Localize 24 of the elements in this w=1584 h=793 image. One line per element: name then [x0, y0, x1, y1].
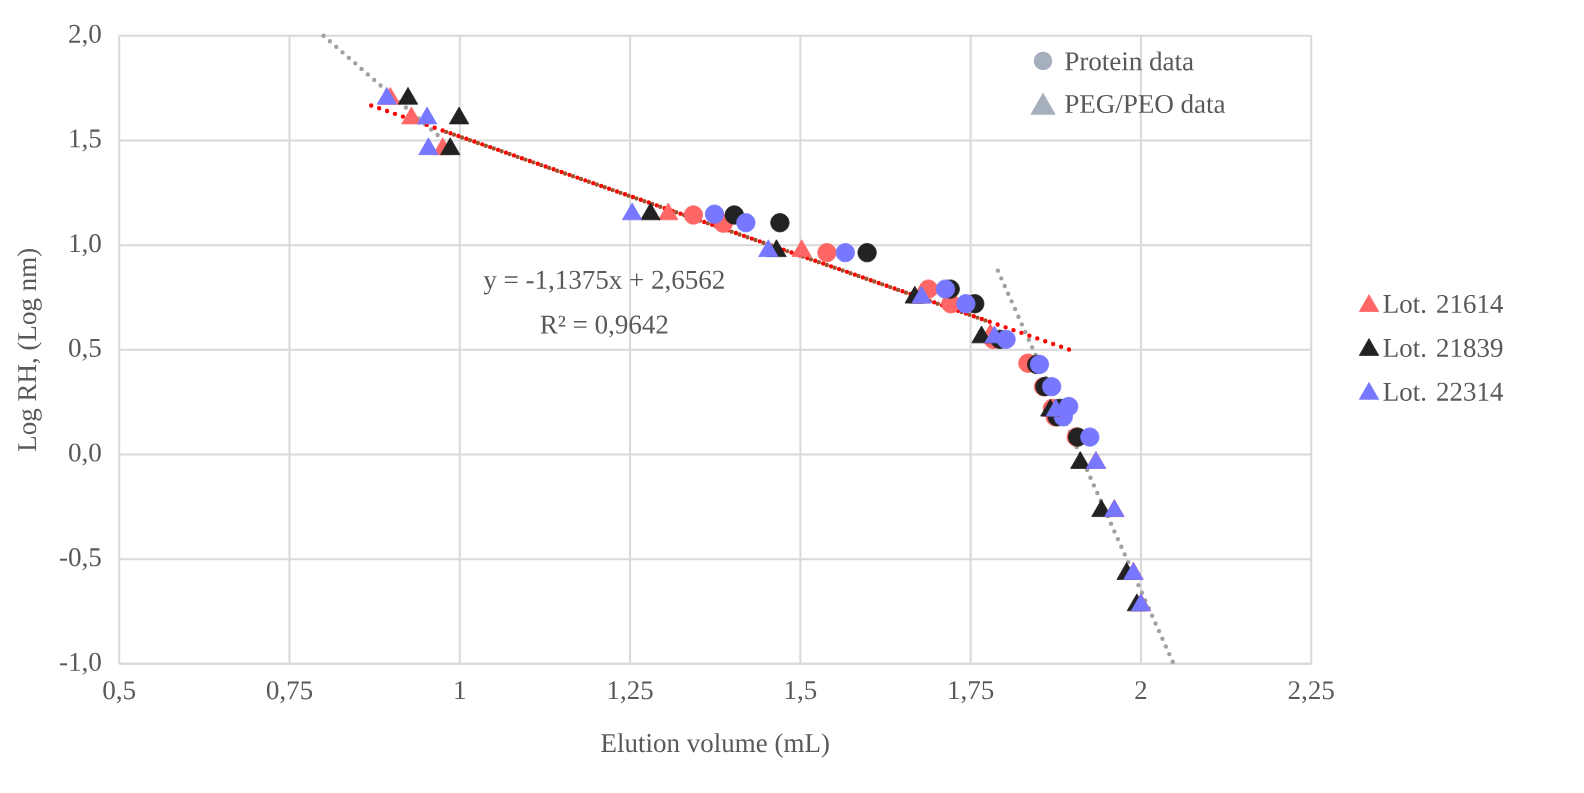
y-tick-label: -1,0 — [60, 652, 101, 675]
x-tick-label: 2,25 — [1288, 681, 1334, 704]
x-tick-label: 1,5 — [785, 681, 817, 704]
annotation: PEG/PEO data — [1065, 94, 1226, 114]
y-tick-label: 1,0 — [70, 234, 101, 257]
legend-label: Lot. 22314 — [1383, 382, 1504, 402]
x-tick-label: 2 — [1135, 681, 1147, 700]
x-tick-label: 1,75 — [949, 681, 994, 704]
x-axis-title: Elution volume (mL) — [601, 733, 829, 758]
y-tick-label: 0,5 — [69, 338, 101, 361]
y-tick-label: 1,5 — [70, 129, 101, 152]
x-tick-label: 1 — [455, 681, 465, 700]
y-tick-label: -0,5 — [60, 548, 101, 571]
y-tick-label: 2,0 — [69, 24, 101, 47]
x-tick-label: 0,75 — [266, 681, 313, 704]
y-tick-label: 0,0 — [69, 443, 101, 466]
y-axis-title: Log RH, (Log nm) — [17, 249, 42, 452]
x-tick-label: 0,5 — [103, 681, 136, 704]
legend-label: Lot. 21614 — [1383, 294, 1504, 314]
annotation: Protein data — [1065, 51, 1194, 71]
annotation: R² = 0,9642 — [540, 315, 668, 338]
legend-label: Lot. 21839 — [1383, 338, 1503, 358]
annotation: y = -1,1375x + 2,6562 — [483, 270, 724, 295]
x-tick-label: 1,25 — [608, 681, 653, 704]
